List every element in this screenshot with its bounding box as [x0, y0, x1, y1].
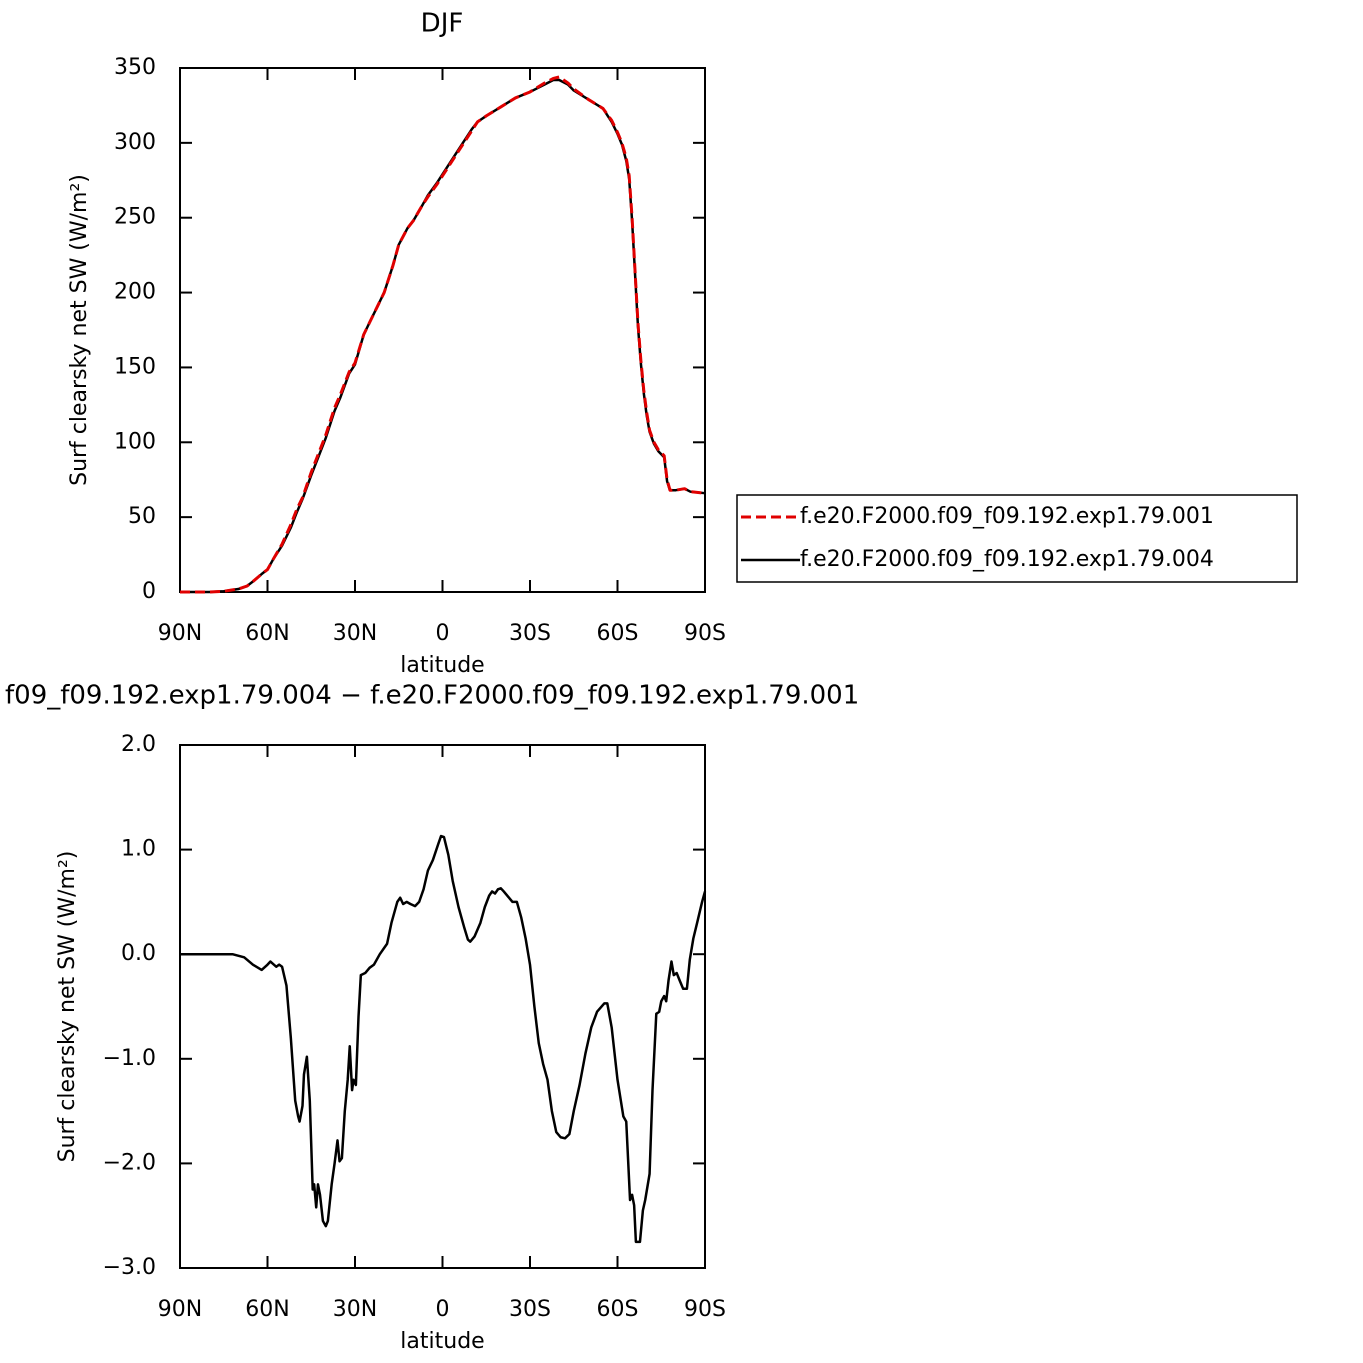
legend-box	[736, 494, 1298, 583]
plot-frame	[179, 67, 706, 593]
y-tick-label: 1.0	[121, 837, 156, 862]
data-line	[180, 75, 706, 594]
y-tick-label: 350	[114, 55, 156, 80]
data-line	[180, 78, 706, 594]
legend-label: f.e20.F2000.f09_f09.192.exp1.79.001	[800, 504, 1214, 529]
legend-label: f.e20.F2000.f09_f09.192.exp1.79.004	[800, 547, 1214, 572]
y-tick-label: −1.0	[103, 1046, 156, 1071]
y-tick-label: 0.0	[121, 941, 156, 966]
plot-frame	[179, 744, 706, 1269]
x-tick-label: 30N	[333, 1297, 377, 1322]
x-tick-label: 30N	[333, 621, 377, 646]
x-axis-label: latitude	[400, 653, 484, 678]
x-tick-label: 60S	[597, 621, 639, 646]
y-tick-label: 300	[114, 130, 156, 155]
x-tick-label: 90N	[158, 621, 202, 646]
y-tick-label: 150	[114, 354, 156, 379]
x-tick-label: 90N	[158, 1297, 202, 1322]
x-tick-label: 0	[436, 621, 450, 646]
x-tick-label: 30S	[509, 621, 551, 646]
x-tick-label: 0	[436, 1297, 450, 1322]
y-tick-label: 2.0	[121, 732, 156, 757]
y-tick-label: −3.0	[103, 1255, 156, 1280]
y-tick-label: 250	[114, 205, 156, 230]
chart-title: f09_f09.192.exp1.79.004 − f.e20.F2000.f0…	[5, 681, 859, 711]
y-axis-label: Surf clearsky net SW (W/m²)	[67, 174, 92, 486]
x-tick-label: 60N	[245, 621, 289, 646]
y-axis-label: Surf clearsky net SW (W/m²)	[55, 851, 80, 1163]
x-tick-label: 30S	[509, 1297, 551, 1322]
x-tick-label: 90S	[684, 1297, 726, 1322]
y-tick-label: −2.0	[103, 1150, 156, 1175]
x-axis-label: latitude	[400, 1329, 484, 1354]
x-tick-label: 60N	[245, 1297, 289, 1322]
data-line	[180, 834, 707, 1244]
y-tick-label: 0	[142, 579, 156, 604]
x-tick-label: 90S	[684, 621, 726, 646]
y-tick-label: 200	[114, 280, 156, 305]
chart-title: DJF	[421, 9, 464, 39]
y-tick-label: 100	[114, 429, 156, 454]
y-tick-label: 50	[128, 504, 156, 529]
x-tick-label: 60S	[597, 1297, 639, 1322]
